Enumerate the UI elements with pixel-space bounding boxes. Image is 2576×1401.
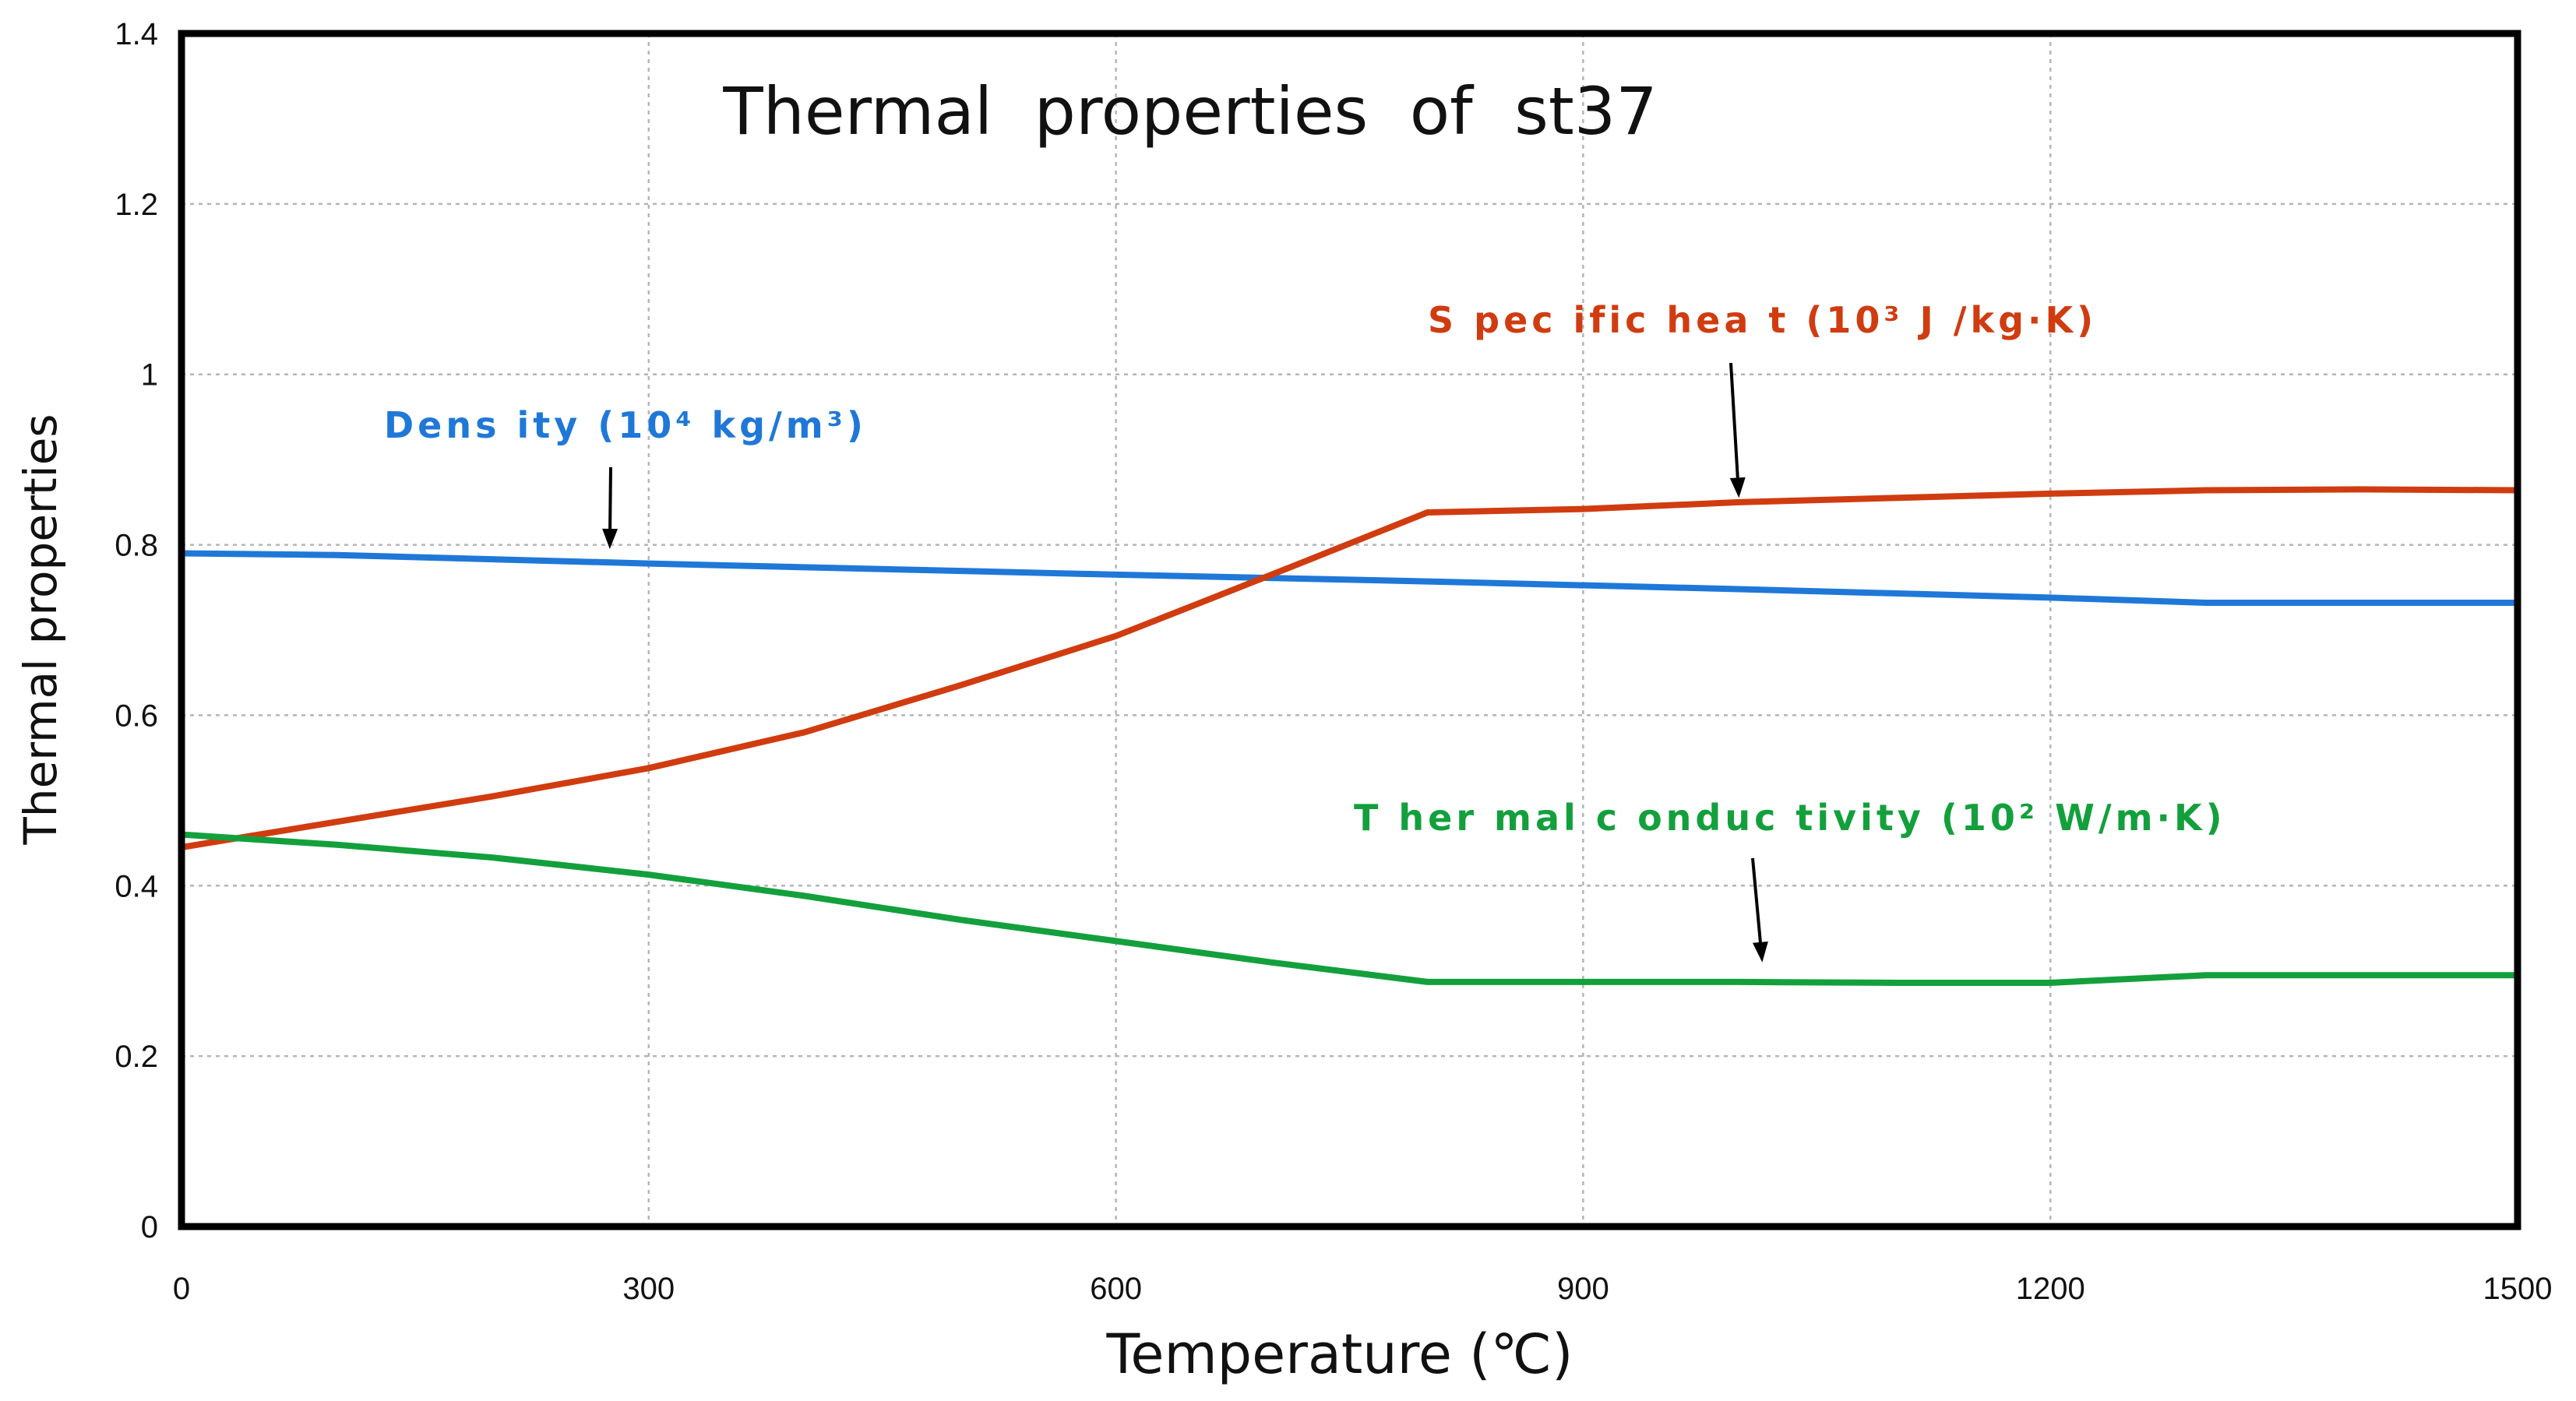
y-tick-label: 0.4 — [115, 869, 158, 903]
x-tick-label: 600 — [1090, 1272, 1142, 1306]
x-axis-title: Temperature (℃) — [1106, 1322, 1573, 1386]
series-label-2: T her mal c onduc tivity (10² W/m·K) — [1354, 797, 2226, 839]
x-tick-label: 1200 — [2016, 1272, 2085, 1306]
x-tick-label: 300 — [622, 1272, 675, 1306]
plot-frame — [178, 30, 2521, 1230]
y-tick-label: 1 — [141, 358, 158, 392]
x-tick-label: 900 — [1557, 1272, 1609, 1306]
tick-labels: 0 300 600 900 1200 1500 0 0.2 0.4 0.6 0.8 1 1.2 1.4 — [115, 17, 2552, 1306]
y-tick-label: 0.2 — [115, 1040, 158, 1074]
y-tick-label: 0.6 — [115, 699, 158, 733]
series-label-1: S pec ific hea t (10³ J /kg·K) — [1428, 299, 2097, 341]
x-tick-label: 0 — [173, 1272, 190, 1306]
annotation-arrows — [602, 362, 1768, 963]
arrow-line-2 — [1751, 857, 1762, 943]
arrow-head-1 — [1729, 477, 1746, 498]
arrow-line-0 — [608, 466, 612, 530]
y-tick-label: 1.4 — [115, 17, 158, 51]
y-tick-label: 0.8 — [115, 529, 158, 563]
y-tick-label: 1.2 — [115, 188, 158, 222]
series-lines — [181, 486, 2518, 986]
arrow-head-0 — [602, 528, 618, 550]
series-line-2 — [181, 831, 2518, 986]
y-tick-label: 0 — [141, 1210, 158, 1244]
arrow-line-1 — [1729, 362, 1739, 478]
series-labels: Dens ity (10⁴ kg/m³) S pec ific hea t (10… — [384, 299, 2226, 839]
y-axis-title: Thermal properties — [14, 414, 67, 845]
chart-title: Thermal properties of st37 — [722, 73, 1657, 150]
arrow-head-2 — [1752, 941, 1768, 963]
grid — [181, 33, 2518, 1227]
x-tick-label: 1500 — [2483, 1272, 2553, 1306]
series-line-0 — [181, 550, 2518, 606]
series-label-0: Dens ity (10⁴ kg/m³) — [384, 404, 867, 446]
series-line-1 — [181, 486, 2518, 850]
